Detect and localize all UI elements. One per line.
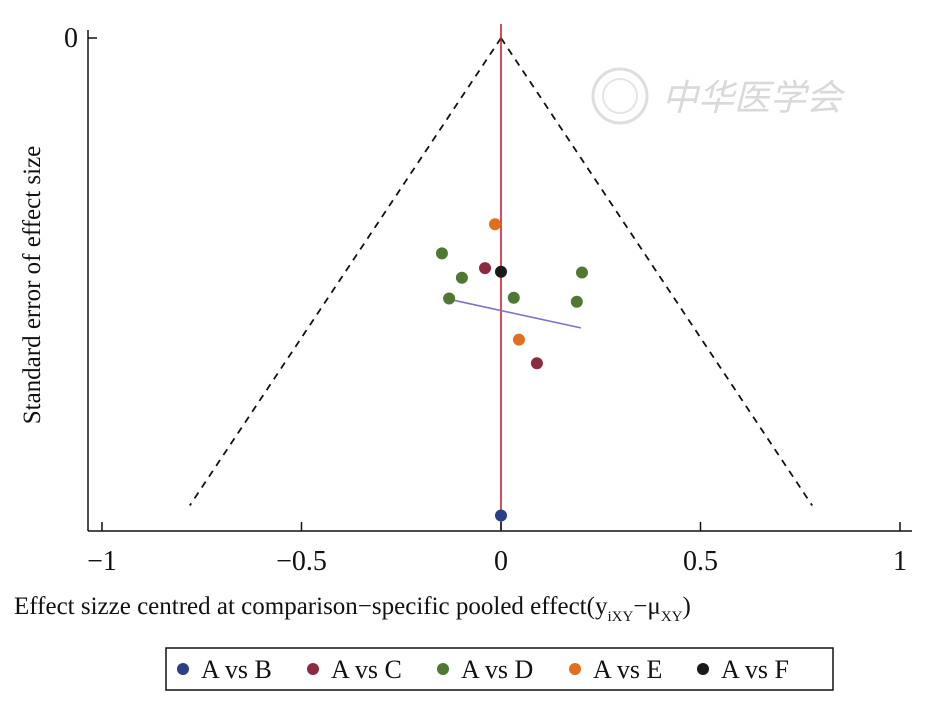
y-tick-label: 0 <box>64 23 78 54</box>
legend-label: A vs E <box>593 655 662 684</box>
x-axis-title-sub2: XY <box>661 609 683 625</box>
legend-marker <box>177 663 189 675</box>
watermark-seal <box>591 67 649 125</box>
legend-item-a-vs-c: A vs C <box>307 655 402 684</box>
legend-marker <box>437 663 449 675</box>
regression-line <box>442 297 581 329</box>
point-a-vs-d-6 <box>570 295 583 308</box>
x-ticks: −1 −0.5 0 0.5 1 <box>87 522 907 577</box>
legend-item-a-vs-b: A vs B <box>177 655 272 684</box>
x-tick-label: 1 <box>893 546 907 577</box>
watermark-text: 中华医学会 <box>662 78 846 118</box>
legend-label: A vs F <box>721 655 789 684</box>
point-a-vs-c-1 <box>479 262 492 275</box>
legend-item-a-vs-d: A vs D <box>437 655 533 684</box>
x-tick-label: 0.5 <box>683 546 718 577</box>
legend: A vs B A vs C A vs D A vs E A vs F <box>177 655 789 684</box>
legend-marker <box>307 663 319 675</box>
x-axis-title-main: Effect sizze centred at comparison−speci… <box>14 593 608 620</box>
funnel-right-boundary <box>500 37 813 507</box>
legend-label: A vs C <box>331 655 402 684</box>
x-axis-title-mid: −μ <box>633 593 661 620</box>
x-tick-label: −0.5 <box>276 546 327 577</box>
legend-label: A vs D <box>461 655 533 684</box>
legend-label: A vs B <box>201 655 272 684</box>
legend-box <box>165 647 834 691</box>
point-a-vs-d-2 <box>455 271 468 284</box>
x-tick-label: 0 <box>494 546 508 577</box>
watermark-seal-inner <box>602 78 638 114</box>
point-a-vs-b-1 <box>495 509 507 522</box>
points-layer <box>435 218 588 522</box>
x-axis-title-sub1: iXY <box>607 609 633 625</box>
y-axis-title: Standard error of effect size <box>19 146 46 425</box>
legend-marker <box>569 663 581 675</box>
x-axis-title-end: ) <box>682 593 690 620</box>
point-a-vs-d-5 <box>575 266 588 279</box>
point-a-vs-e-2 <box>512 333 525 346</box>
legend-item-a-vs-f: A vs F <box>697 655 789 684</box>
point-a-vs-f-1 <box>495 265 507 278</box>
point-a-vs-c-2 <box>530 357 543 370</box>
legend-item-a-vs-e: A vs E <box>569 655 662 684</box>
point-a-vs-d-3 <box>443 292 456 305</box>
x-tick-label: −1 <box>87 546 117 577</box>
funnel-layer <box>189 37 813 507</box>
legend-marker <box>697 663 709 675</box>
point-a-vs-d-1 <box>435 247 448 260</box>
funnel-left-boundary <box>189 37 502 507</box>
point-a-vs-d-4 <box>507 291 520 304</box>
watermark: 中华医学会 <box>591 67 846 125</box>
x-axis-title: Effect sizze centred at comparison−speci… <box>14 593 691 625</box>
point-a-vs-e-1 <box>489 218 502 231</box>
y-ticks: 0 <box>64 23 97 54</box>
